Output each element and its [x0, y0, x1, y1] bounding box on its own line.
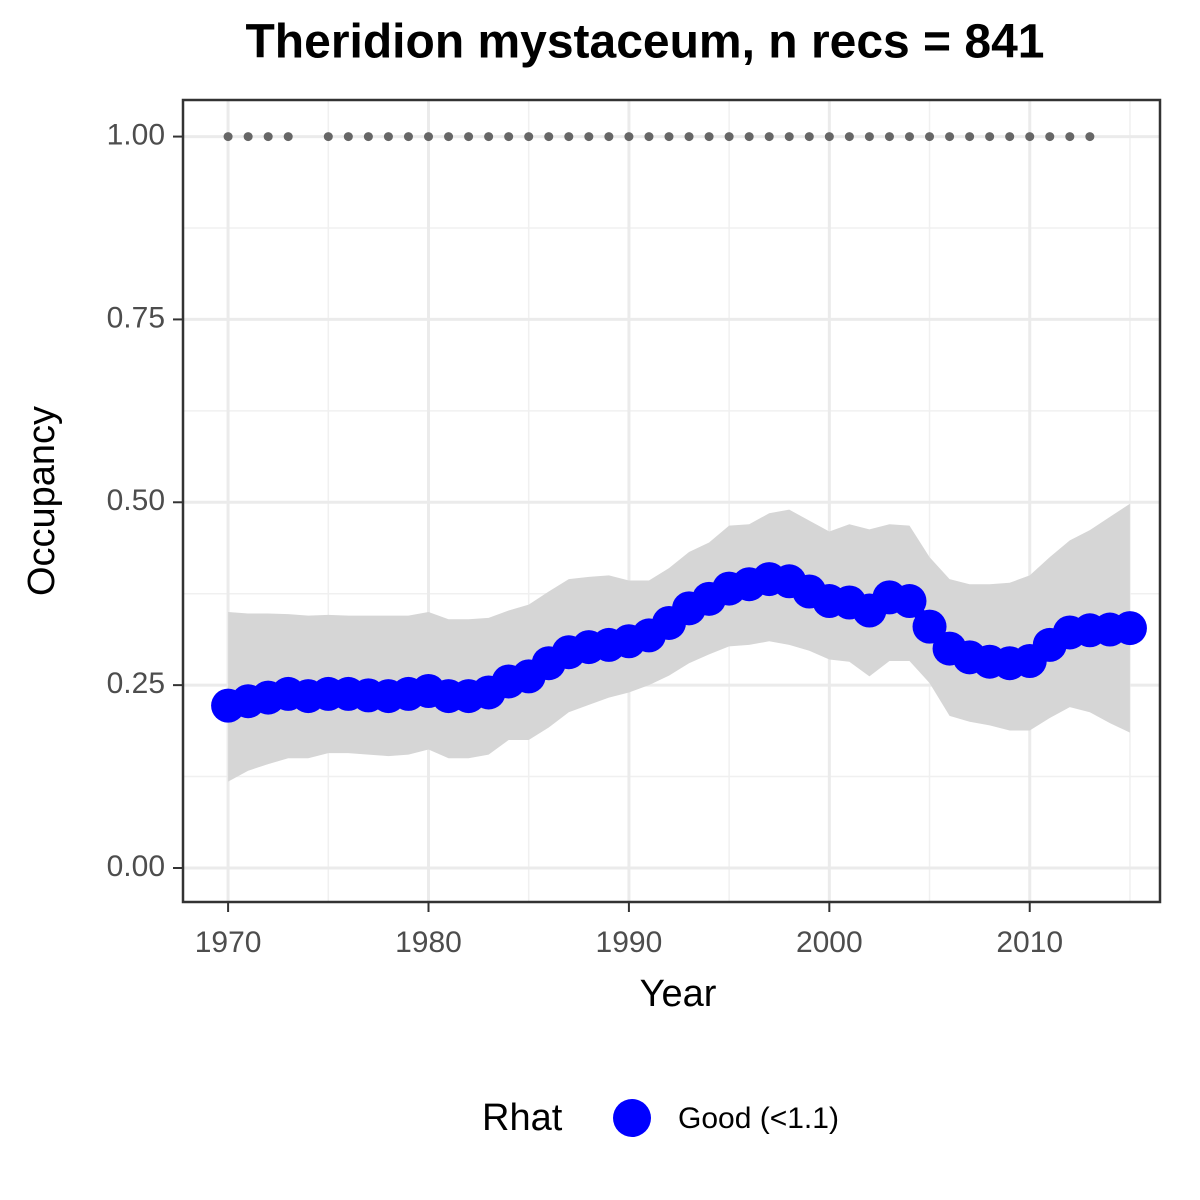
- record-point: [283, 132, 293, 142]
- record-point: [684, 132, 694, 142]
- record-point: [1045, 132, 1055, 142]
- x-tick-label: 2000: [796, 926, 863, 959]
- record-point: [884, 132, 894, 142]
- record-point: [383, 132, 393, 142]
- record-point: [1065, 132, 1075, 142]
- y-tick-label: 0.50: [107, 484, 165, 517]
- record-point: [945, 132, 955, 142]
- record-point: [323, 132, 333, 142]
- record-point: [624, 132, 634, 142]
- panel-border: [181, 98, 1162, 904]
- record-point: [985, 132, 995, 142]
- record-point: [824, 132, 834, 142]
- x-tick-label: 1970: [195, 926, 262, 959]
- record-point: [223, 132, 233, 142]
- record-point: [564, 132, 574, 142]
- record-point: [644, 132, 654, 142]
- legend-key: [613, 1099, 651, 1137]
- record-point: [804, 132, 814, 142]
- data-point: [892, 584, 927, 619]
- y-tick-label: 0.25: [107, 667, 165, 700]
- x-tick-label: 1980: [395, 926, 462, 959]
- record-point: [864, 132, 874, 142]
- data-point: [912, 609, 947, 644]
- record-point: [584, 132, 594, 142]
- record-point: [444, 132, 454, 142]
- record-point: [484, 132, 494, 142]
- record-point: [544, 132, 554, 142]
- record-point: [263, 132, 273, 142]
- record-point: [403, 132, 413, 142]
- record-point: [724, 132, 734, 142]
- record-point: [744, 132, 754, 142]
- record-point: [704, 132, 714, 142]
- x-tick-label: 2010: [996, 926, 1063, 959]
- record-point: [1025, 132, 1035, 142]
- record-point: [925, 132, 935, 142]
- record-point: [363, 132, 373, 142]
- record-point: [784, 132, 794, 142]
- y-tick-label: 1.00: [107, 118, 165, 151]
- record-point: [844, 132, 854, 142]
- record-point: [424, 132, 434, 142]
- y-axis-label: Occupancy: [21, 406, 63, 596]
- record-point: [504, 132, 514, 142]
- record-point: [343, 132, 353, 142]
- y-tick-label: 0.00: [107, 850, 165, 883]
- record-point: [664, 132, 674, 142]
- record-point: [243, 132, 253, 142]
- chart-title: Theridion mystaceum, n recs = 841: [245, 16, 1044, 69]
- record-point: [1005, 132, 1015, 142]
- record-point: [965, 132, 975, 142]
- y-tick-label: 0.75: [107, 301, 165, 334]
- confidence-band: [228, 503, 1130, 782]
- legend-title: Rhat: [482, 1097, 563, 1139]
- x-axis-label: Year: [640, 973, 717, 1015]
- legend-label: Good (<1.1): [678, 1102, 839, 1135]
- x-tick-label: 1990: [596, 926, 663, 959]
- record-point: [1085, 132, 1095, 142]
- record-point: [524, 132, 534, 142]
- record-point: [764, 132, 774, 142]
- record-point: [464, 132, 474, 142]
- record-point: [904, 132, 914, 142]
- data-point: [1112, 611, 1147, 646]
- record-point: [604, 132, 614, 142]
